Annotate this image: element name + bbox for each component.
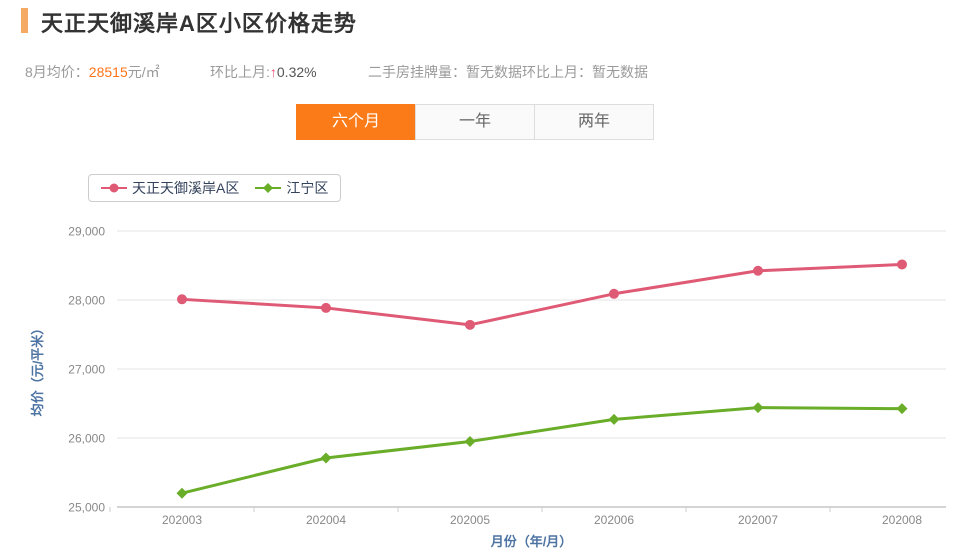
legend-line-circle-icon [101,183,127,193]
y-tick-label: 28,000 [68,294,105,308]
legend-label-community: 天正天御溪岸A区 [132,180,240,196]
data-point[interactable] [609,288,619,299]
avg-price-value: 28515 [88,64,128,80]
x-tick-label: 202004 [306,513,346,527]
tab-six-months[interactable]: 六个月 [296,104,416,140]
x-tick-label: 202006 [594,513,634,527]
y-tick-label: 29,000 [68,225,105,239]
up-arrow-icon: ↑ [269,64,277,80]
stats-row: 8月均价：28515元/㎡ 环比上月:↑0.32% 二手房挂牌量：暂无数据环比上… [25,62,935,82]
y-tick-label: 26,000 [68,432,105,446]
x-tick-label: 202003 [162,513,202,527]
y-axis-title: 均价（元/平米） [30,322,45,417]
page-title: 天正天御溪岸A区小区价格走势 [41,11,357,36]
title-accent-bar [21,8,28,33]
tab-two-years[interactable]: 两年 [534,104,654,140]
listings-label: 二手房挂牌量： [368,64,466,80]
series-line-community [180,262,904,327]
period-tabs: 六个月 一年 两年 [296,104,654,140]
series-line-district [180,406,904,495]
listings-stat: 二手房挂牌量：暂无数据环比上月：暂无数据 [368,62,648,82]
data-point[interactable] [752,402,764,414]
data-point[interactable] [177,294,187,305]
mom-value: 0.32% [276,64,317,80]
data-point[interactable] [753,265,763,276]
data-point[interactable] [896,403,908,415]
legend-item-community[interactable]: 天正天御溪岸A区 [101,178,239,198]
legend-item-district[interactable]: 江宁区 [255,178,328,198]
x-tick-label: 202007 [738,513,778,527]
x-axis-title: 月份（年/月） [490,534,573,549]
legend-line-diamond-icon [255,183,282,193]
data-point[interactable] [320,452,332,464]
y-tick-label: 25,000 [68,501,105,515]
price-trend-chart: 25,000 26,000 27,000 28,000 29,000 202003 2020… [30,225,946,549]
data-point[interactable] [608,413,620,425]
x-tick-label: 202008 [882,513,922,527]
listings-value: 暂无数据 [466,64,522,80]
y-tick-label: 27,000 [68,363,105,377]
mom-label: 环比上月: [210,64,270,80]
data-point[interactable] [465,319,475,330]
data-point[interactable] [321,302,331,313]
data-point[interactable] [897,259,907,270]
listings-mom-label: 环比上月： [522,64,592,80]
mom-stat: 环比上月:↑0.32% [210,62,317,82]
legend-label-district: 江宁区 [286,180,329,196]
avg-price-unit: 元/㎡ [127,64,160,80]
chart-legend: 天正天御溪岸A区 江宁区 [88,174,342,202]
tab-one-year[interactable]: 一年 [415,104,535,140]
data-point[interactable] [464,435,476,447]
listings-mom-value: 暂无数据 [592,64,648,80]
avg-price-stat: 8月均价：28515元/㎡ [25,62,160,82]
data-point[interactable] [176,487,188,499]
x-tick-label: 202005 [450,513,490,527]
avg-price-label: 8月均价： [25,64,89,80]
